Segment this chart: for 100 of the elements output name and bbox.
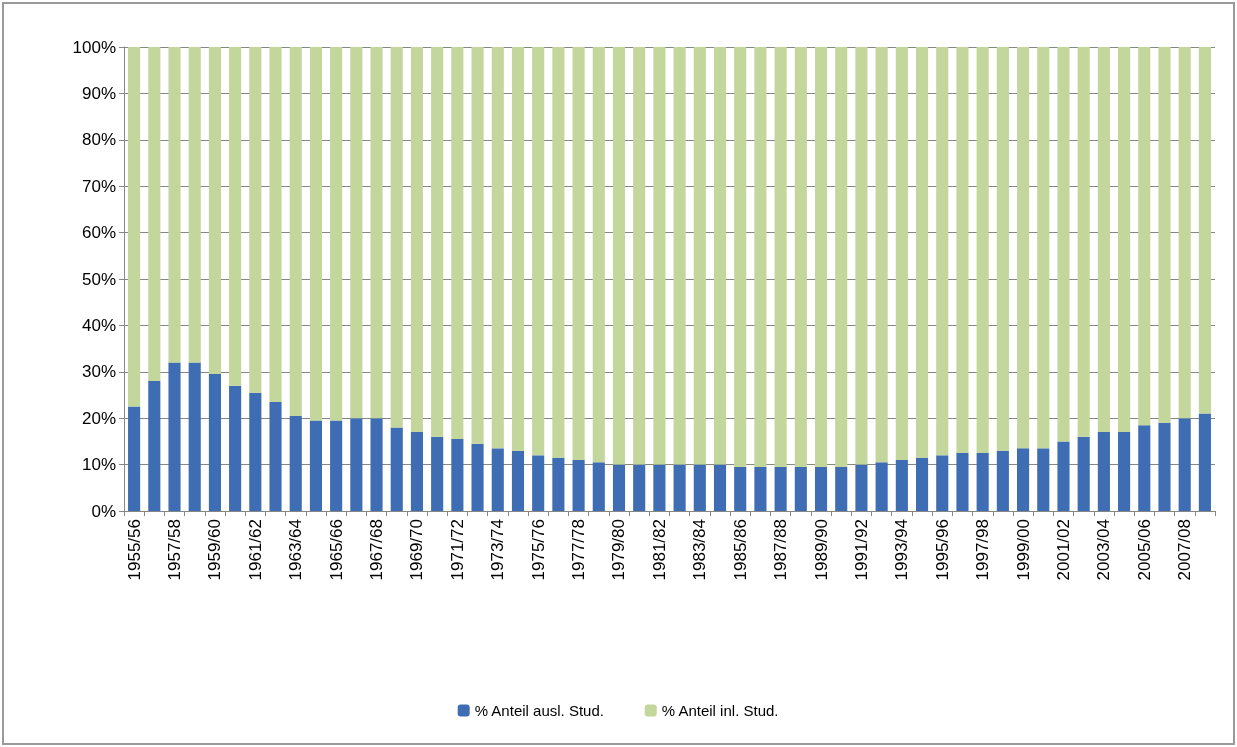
bar: [835, 47, 848, 467]
bar: [653, 47, 666, 465]
bar: [713, 47, 727, 465]
y-tick-label: 10%: [81, 455, 116, 475]
bar: [814, 47, 828, 467]
legend-label: % Anteil inl. Stud.: [661, 702, 779, 719]
bar: [491, 47, 504, 449]
bar: [188, 362, 201, 511]
bar: [976, 453, 989, 511]
bar: [491, 448, 504, 511]
bar: [269, 401, 282, 511]
bar: [835, 466, 848, 511]
bar: [1097, 432, 1110, 511]
bar: [1178, 418, 1191, 511]
x-tick-label: 1955/56: [124, 519, 144, 581]
bar: [612, 47, 626, 465]
bar: [532, 455, 545, 511]
bar: [249, 392, 262, 511]
bar: [653, 464, 666, 511]
bar: [693, 47, 706, 465]
bar: [188, 47, 201, 363]
x-tick-label: 1961/62: [245, 519, 265, 581]
bar: [1037, 448, 1050, 511]
bar: [1037, 47, 1050, 449]
y-tick-label: 90%: [81, 83, 116, 103]
bar: [1118, 47, 1131, 433]
bar: [1138, 47, 1151, 426]
bar: [875, 462, 888, 511]
bar: [592, 47, 605, 463]
bar: [370, 47, 383, 419]
x-tick-label: 2001/02: [1053, 519, 1073, 581]
y-tick-label: 100%: [72, 37, 116, 57]
bar: [330, 420, 343, 511]
bar: [673, 47, 686, 465]
bar: [350, 418, 363, 511]
bar: [511, 47, 525, 451]
bar: [128, 406, 141, 511]
bar: [895, 47, 908, 460]
x-tick-label: 1975/76: [528, 519, 548, 581]
bar: [936, 455, 949, 511]
bar: [592, 462, 605, 511]
bar: [1097, 47, 1110, 433]
bar: [148, 381, 161, 511]
y-tick-label: 20%: [81, 408, 116, 428]
x-tick-label: 1989/90: [811, 519, 831, 581]
bar: [1138, 425, 1151, 511]
bar: [309, 47, 322, 421]
bar: [390, 47, 403, 428]
y-tick-label: 60%: [81, 223, 116, 243]
x-tick-label: 2005/06: [1134, 519, 1154, 581]
bar: [451, 47, 464, 440]
bar: [552, 47, 565, 458]
x-tick-label: 1979/80: [609, 519, 629, 581]
bar: [875, 47, 888, 463]
bar: [936, 47, 949, 456]
x-tick-label: 1997/98: [973, 519, 993, 581]
bar: [148, 47, 161, 382]
bar: [1158, 47, 1171, 423]
bar: [996, 450, 1009, 511]
bar: [915, 457, 929, 511]
legend-label: % Anteil ausl. Stud.: [474, 702, 604, 719]
bar: [1118, 432, 1131, 511]
bar: [713, 464, 727, 511]
bar: [511, 450, 525, 511]
bar: [1077, 47, 1090, 437]
x-tick-label: 1959/60: [205, 519, 225, 581]
bar: [612, 464, 626, 511]
x-tick-label: 1967/68: [367, 519, 387, 581]
bar: [249, 47, 262, 393]
bar: [269, 47, 282, 402]
bar: [734, 47, 747, 467]
bar: [693, 464, 706, 511]
bar: [774, 466, 787, 511]
bar: [774, 47, 787, 467]
bar: [128, 47, 141, 407]
bar: [673, 464, 686, 511]
bar: [208, 374, 221, 511]
bar: [289, 415, 302, 511]
bar: [390, 427, 403, 511]
bar: [1198, 413, 1211, 511]
bar: [309, 420, 322, 511]
bar: [431, 47, 444, 437]
bar: [168, 47, 181, 363]
x-tick-label: 1995/96: [932, 519, 952, 581]
bar: [915, 47, 929, 458]
x-tick-label: 1991/92: [851, 519, 871, 581]
x-tick-label: 1977/78: [569, 519, 589, 581]
bar: [572, 47, 585, 460]
x-tick-label: 1985/86: [730, 519, 750, 581]
bar: [1077, 436, 1090, 511]
bar: [410, 432, 424, 511]
x-tick-label: 1999/00: [1013, 519, 1033, 581]
bar: [1017, 448, 1030, 511]
x-tick-label: 1969/70: [407, 519, 427, 581]
bar: [1057, 47, 1070, 442]
x-tick-label: 1993/94: [892, 519, 912, 581]
bar: [1158, 422, 1171, 511]
bar: [229, 47, 242, 386]
y-tick-label: 70%: [81, 176, 116, 196]
bar: [350, 47, 363, 419]
